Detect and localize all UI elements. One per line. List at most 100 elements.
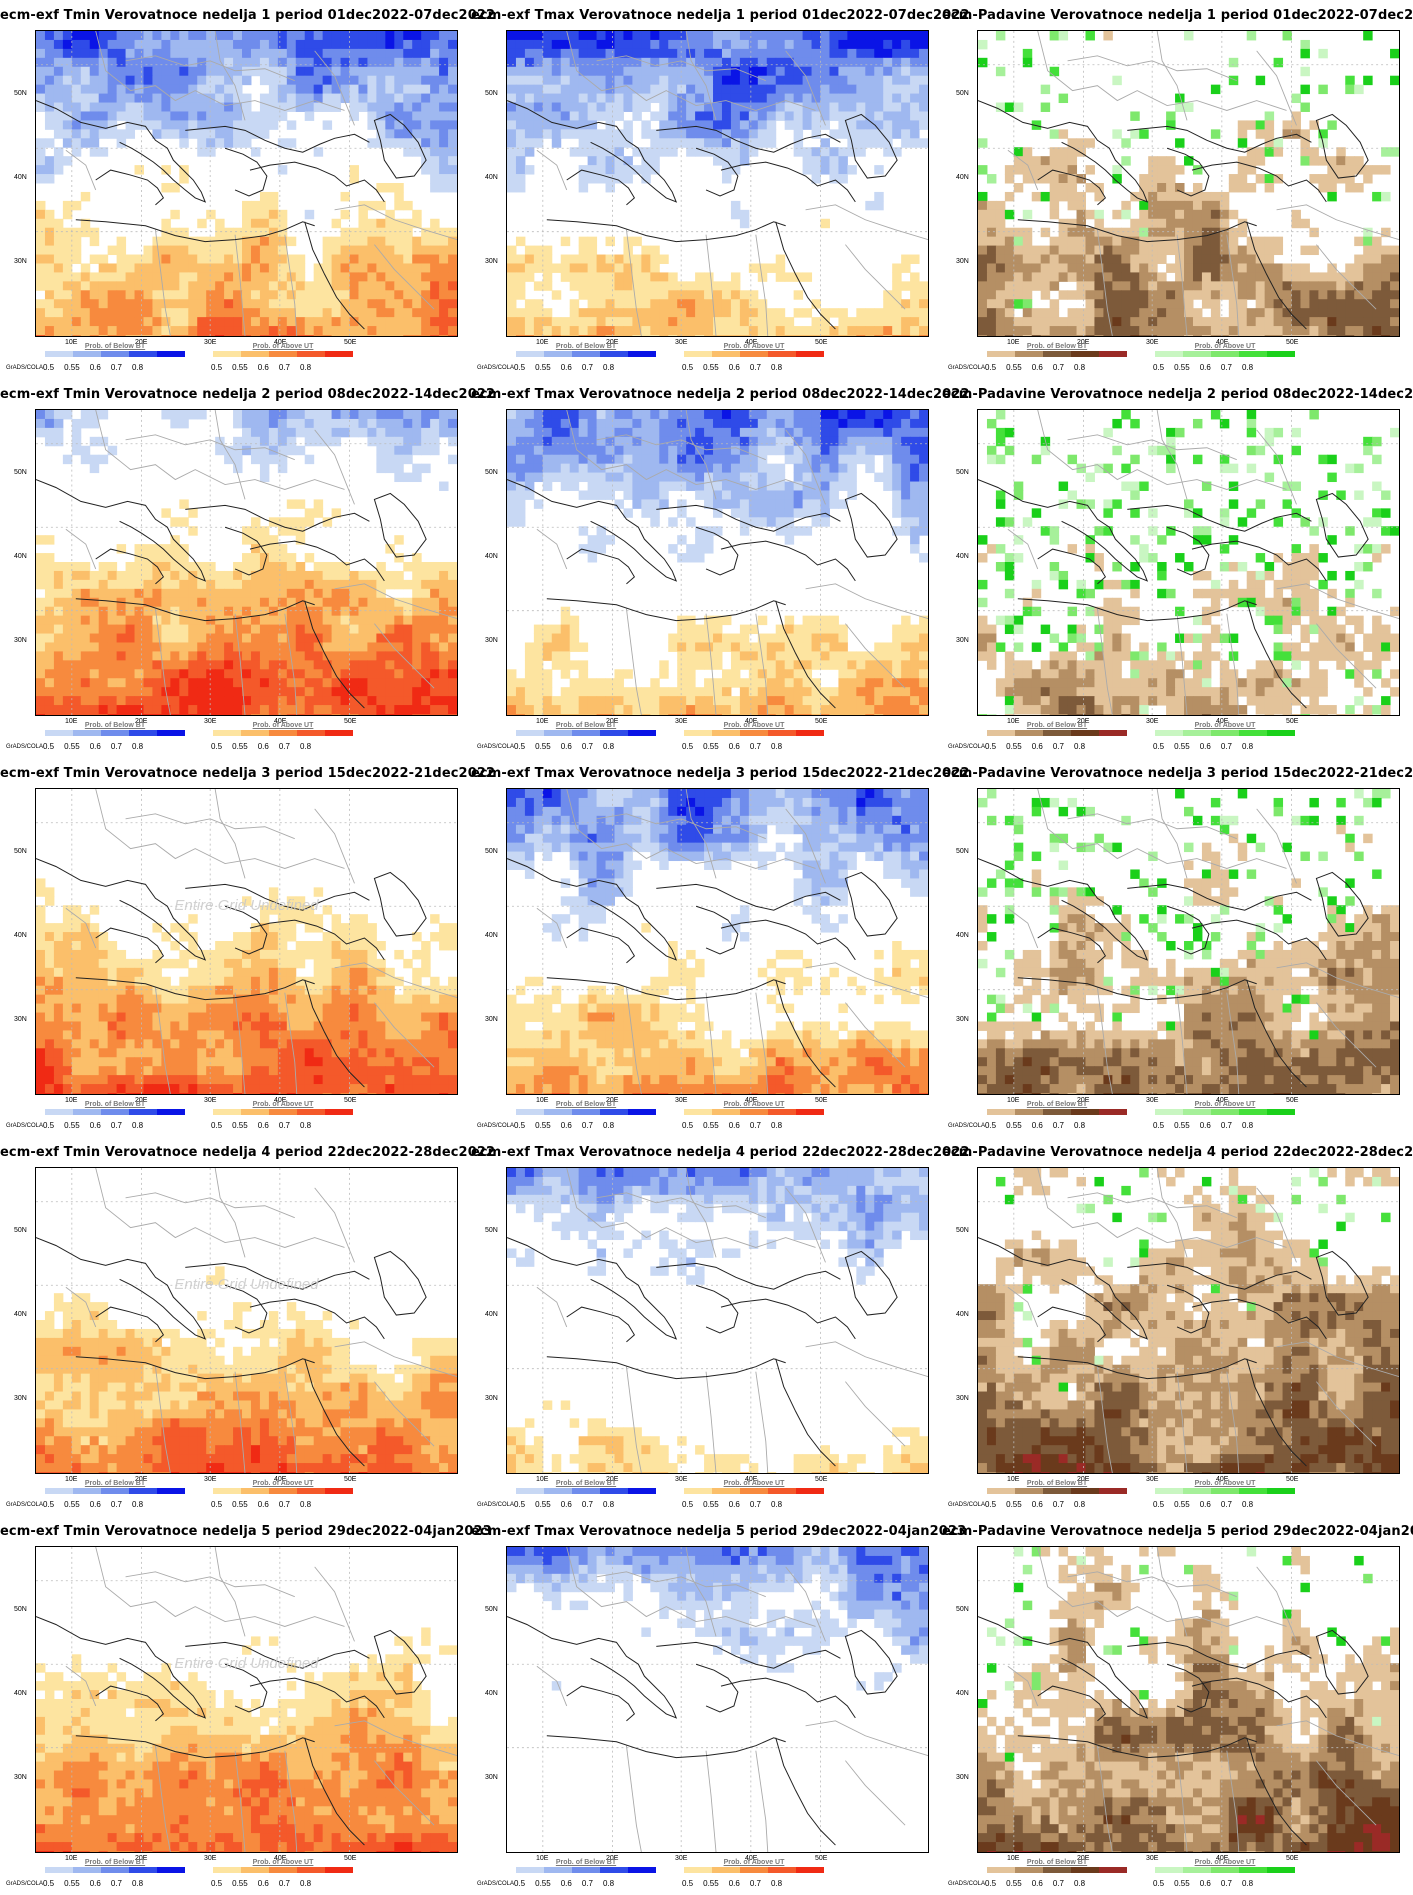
coastline [249, 1298, 385, 1340]
coastline [1166, 905, 1210, 955]
coastline [75, 219, 315, 243]
legend-tick: 0.7 [110, 742, 122, 751]
longitude-label: 20E [1077, 339, 1090, 346]
probability-map [506, 1546, 929, 1853]
coastline [373, 1629, 427, 1695]
coastline [844, 113, 898, 179]
country-border [154, 1745, 171, 1852]
legend-ticks: 0.5 0.55 0.6 0.7 0.8 [682, 1500, 832, 1509]
longitude-label: 30E [204, 1855, 217, 1862]
legend-swatch [157, 1867, 185, 1873]
legend-swatch [129, 1488, 157, 1494]
legend-swatch [1155, 351, 1183, 357]
country-border [845, 1002, 906, 1068]
legend-swatch [129, 351, 157, 357]
country-border [1176, 992, 1188, 1094]
country-border [1316, 1760, 1377, 1826]
legend-swatch [544, 1867, 572, 1873]
country-border [625, 229, 642, 336]
country-border [65, 528, 97, 570]
color-legend: GrADS/COLA Prob. of Below BT 0.5 0.55 0.6 0.7… [471, 1859, 942, 1892]
map-panel: ecm-exf Tmin Verovatnoce nedelja 2 perio… [0, 379, 495, 758]
legend-below-bar [987, 1867, 1127, 1873]
probability-map: Entire Grid Undefined [35, 1167, 458, 1474]
coastline [656, 504, 841, 532]
country-border [625, 608, 642, 715]
legend-tick: 0.6 [728, 1121, 740, 1130]
legend-swatch [297, 1867, 325, 1873]
coastline [775, 1737, 836, 1846]
legend-swatch [1071, 351, 1099, 357]
probability-map [506, 1167, 929, 1474]
legend-tick: 0.5 [211, 1500, 223, 1509]
legend-ticks: 0.5 0.55 0.6 0.7 0.8 [985, 1879, 1135, 1888]
legend-swatch [157, 730, 185, 736]
coastline [249, 1677, 385, 1719]
panel-title: ecm-Padavine Verovatnoce nedelja 4 perio… [942, 1145, 1413, 1160]
legend-swatch [600, 1488, 628, 1494]
coastline [185, 883, 370, 911]
coastline [1191, 161, 1327, 203]
coastline [775, 221, 836, 330]
legend-below-title: Prob. of Below BT [555, 1859, 617, 1866]
legend-swatch [73, 1488, 101, 1494]
coastline [185, 1641, 370, 1669]
country-border [1276, 962, 1399, 999]
country-border [1067, 813, 1237, 840]
grads-credit: GrADS/COLA [477, 744, 515, 750]
coastline [775, 979, 836, 1088]
legend-tick: 0.7 [278, 1121, 290, 1130]
undefined-grid-watermark: Entire Grid Undefined [174, 1276, 319, 1293]
coastline [844, 1629, 898, 1695]
legend-below-title: Prob. of Below BT [1026, 722, 1088, 729]
legend-swatch [516, 1488, 544, 1494]
probability-map: Entire Grid Undefined [35, 1546, 458, 1853]
latitude-label: 30N [14, 1016, 27, 1023]
legend-swatch [1211, 351, 1239, 357]
longitude-label: 50E [815, 1097, 828, 1104]
longitude-label: 10E [536, 1476, 549, 1483]
longitude-label: 20E [135, 1855, 148, 1862]
legend-tick: 0.7 [749, 742, 761, 751]
country-border [685, 1547, 717, 1637]
legend-tick: 0.55 [703, 363, 719, 372]
coastline [566, 1685, 636, 1722]
latitude-label: 30N [14, 258, 27, 265]
country-border [755, 1371, 769, 1473]
country-border [125, 434, 295, 461]
probability-map [977, 1546, 1400, 1853]
legend-swatch [269, 1867, 297, 1873]
legend-swatch [796, 1867, 824, 1873]
country-border [374, 1002, 435, 1068]
coastline [95, 548, 165, 585]
legend-tick: 0.7 [581, 1121, 593, 1130]
country-border [536, 1665, 568, 1707]
latitude-label: 50N [14, 469, 27, 476]
country-border [845, 1760, 906, 1826]
legend-tick: 0.8 [1073, 742, 1086, 751]
longitude-label: 20E [1077, 1855, 1090, 1862]
latitude-label: 50N [956, 1606, 969, 1613]
coastline [507, 100, 678, 203]
legend-swatch [1155, 1867, 1183, 1873]
probability-map [977, 1167, 1400, 1474]
country-border [284, 992, 298, 1094]
probability-map: Entire Grid Undefined [35, 788, 458, 1095]
legend-swatch [1211, 1488, 1239, 1494]
legend-tick: 0.55 [1006, 1500, 1022, 1509]
latitude-label: 40N [485, 1311, 498, 1318]
legend-tick: 0.6 [257, 363, 269, 372]
coastline [656, 883, 841, 911]
country-border [214, 789, 246, 879]
country-border [785, 808, 826, 884]
coastline [224, 147, 268, 197]
legend-ticks: 0.5 0.55 0.6 0.7 0.8 [1153, 1879, 1303, 1888]
coastline [844, 492, 898, 558]
latitude-label: 40N [956, 174, 969, 181]
legend-tick: 0.55 [1174, 363, 1190, 372]
latitude-label: 50N [485, 1227, 498, 1234]
coastline [1127, 1262, 1312, 1290]
legend-swatch [101, 1867, 129, 1873]
country-border [234, 1750, 246, 1852]
panel-title: ecm-Padavine Verovatnoce nedelja 1 perio… [942, 8, 1413, 23]
